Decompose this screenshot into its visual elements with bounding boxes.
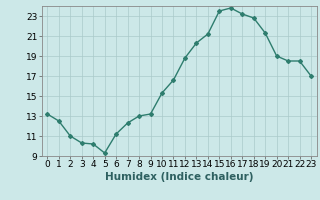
X-axis label: Humidex (Indice chaleur): Humidex (Indice chaleur) [105, 172, 253, 182]
